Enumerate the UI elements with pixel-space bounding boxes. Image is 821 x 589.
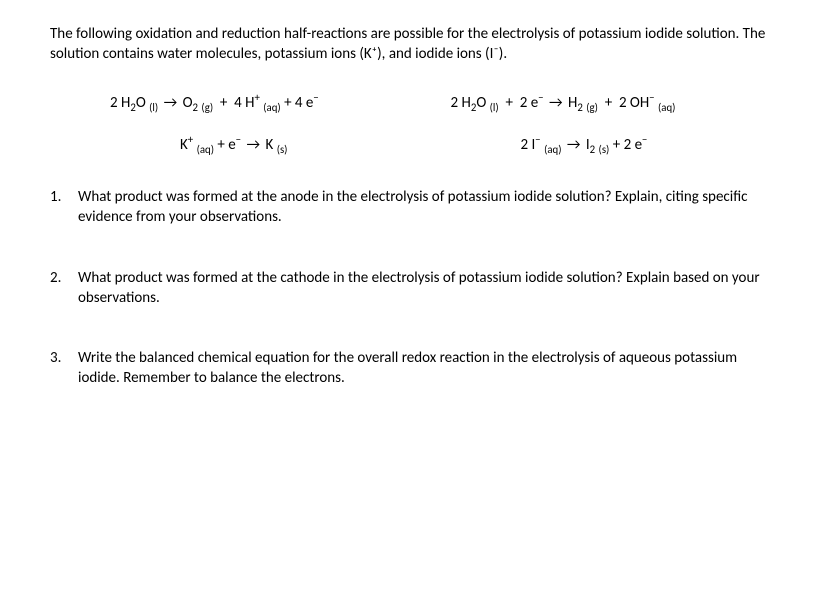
question-number: 3. xyxy=(50,348,78,389)
question-text: Write the balanced chemical equation for… xyxy=(78,348,771,389)
equation-water-reduction: 2 H2O (l) + 2 e− → H2 (g) + 2 OH− (aq) xyxy=(411,93,772,113)
question-number: 1. xyxy=(50,187,78,228)
question-number: 2. xyxy=(50,268,78,309)
question-item: 2. What product was formed at the cathod… xyxy=(50,268,771,309)
equation-water-oxidation: 2 H2O (l) → O2 (g) + 4 H+ (aq) + 4 e− xyxy=(50,93,411,113)
equation-potassium-reduction: K+ (aq) + e− → K (s) xyxy=(50,135,411,155)
intro-paragraph: The following oxidation and reduction ha… xyxy=(50,24,771,65)
equation-iodide-oxidation: 2 I− (aq) → I2 (s) + 2 e− xyxy=(411,135,772,155)
document-page: The following oxidation and reduction ha… xyxy=(0,0,821,389)
question-list: 1. What product was formed at the anode … xyxy=(50,187,771,389)
question-item: 3. Write the balanced chemical equation … xyxy=(50,348,771,389)
question-text: What product was formed at the cathode i… xyxy=(78,268,771,309)
question-text: What product was formed at the anode in … xyxy=(78,187,771,228)
equation-row-2: K+ (aq) + e− → K (s) 2 I− (aq) → I2 (s) … xyxy=(50,135,771,155)
question-item: 1. What product was formed at the anode … xyxy=(50,187,771,228)
equation-row-1: 2 H2O (l) → O2 (g) + 4 H+ (aq) + 4 e− 2 … xyxy=(50,93,771,113)
